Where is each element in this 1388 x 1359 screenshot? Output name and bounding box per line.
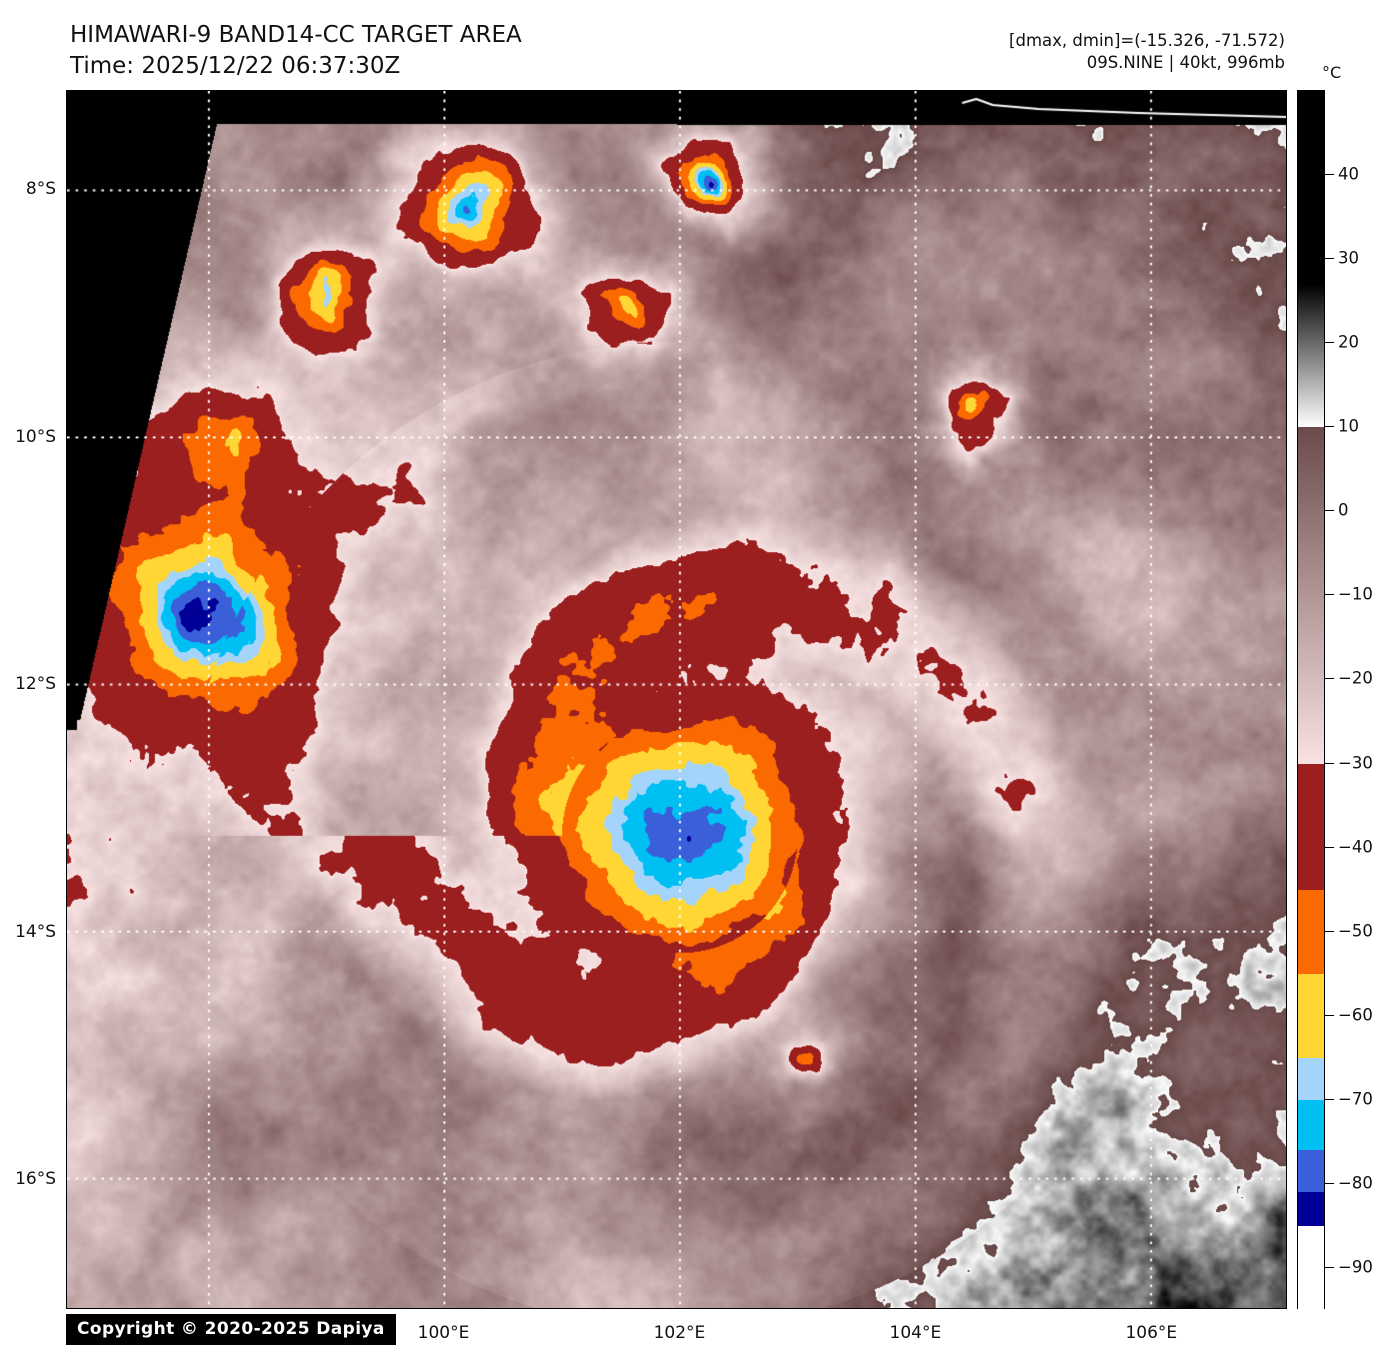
lat-tick-label: 12°S [15, 674, 56, 695]
colorbar-tick-label: −20 [1338, 668, 1373, 688]
colorbar-unit-label: °C [1322, 63, 1342, 82]
colorbar-segment-navy [1298, 1192, 1324, 1226]
colorbar-tick-label: −30 [1338, 753, 1373, 773]
colorbar-tick [1325, 594, 1334, 596]
satellite-map[interactable] [66, 90, 1287, 1309]
lon-tick-label: 100°E [417, 1323, 470, 1343]
colorbar-tick-label: −10 [1338, 584, 1373, 604]
colorbar-tick-label: 20 [1338, 332, 1359, 352]
colorbar-segment-light-blue [1298, 1057, 1324, 1100]
colorbar-tick [1325, 258, 1334, 260]
lat-tick-label: 14°S [15, 921, 56, 942]
colorbar-tick [1325, 930, 1334, 932]
colorbar-segment-black [1298, 91, 1324, 285]
colorbar-tick [1325, 678, 1334, 680]
infrared-brightness-temperature-raster [67, 91, 1286, 1308]
lat-tick-label: 8°S [25, 179, 56, 199]
colorbar-tick-label: −40 [1338, 837, 1373, 857]
colorbar-tick-label: −60 [1338, 1005, 1373, 1025]
colorbar-tick [1325, 762, 1334, 764]
colorbar-tick [1325, 174, 1334, 176]
colorbar-tick-label: 40 [1338, 164, 1359, 184]
colorbar-tick [1325, 1014, 1334, 1016]
lon-tick-label: 106°E [1125, 1323, 1178, 1343]
colorbar-segment-yellow [1298, 973, 1324, 1058]
colorbar-tick [1325, 426, 1334, 428]
colorbar-segment-orange [1298, 889, 1324, 974]
colorbar-segment-royal-blue [1298, 1150, 1324, 1193]
colorbar-tick-label: −70 [1338, 1089, 1373, 1109]
colorbar-tick [1325, 1266, 1334, 1268]
product-title: HIMAWARI-9 BAND14-CC TARGET AREA [70, 22, 522, 48]
observation-time: Time: 2025/12/22 06:37:30Z [70, 52, 401, 79]
colorbar-segment-mauve-ramp [1298, 427, 1324, 764]
dmax-dmin-readout: [dmax, dmin]=(-15.326, -71.572) [1009, 31, 1285, 50]
page-title: HIMAWARI-9 BAND14-CC TARGET AREA Time: 2… [70, 20, 522, 81]
colorbar-tick-label: 0 [1338, 500, 1349, 520]
colorbar-gradient [1297, 90, 1325, 1310]
copyright-watermark: Copyright © 2020-2025 Dapiya [66, 1314, 396, 1345]
metadata-block: [dmax, dmin]=(-15.326, -71.572) 09S.NINE… [1009, 30, 1285, 75]
colorbar-tick-label: 30 [1338, 248, 1359, 268]
colorbar-segment-white [1298, 1225, 1324, 1310]
lat-tick-label: 16°S [15, 1169, 56, 1190]
colorbar-segment-gray-ramp [1298, 284, 1324, 428]
colorbar-tick-label: −80 [1338, 1173, 1373, 1193]
lat-tick-label: 10°S [15, 426, 56, 447]
lon-tick-label: 104°E [889, 1323, 942, 1343]
colorbar-tick-label: −50 [1338, 921, 1373, 941]
colorbar-tick [1325, 342, 1334, 344]
colorbar-segment-dark-red [1298, 763, 1324, 890]
colorbar-tick [1325, 846, 1334, 848]
storm-identification: 09S.NINE | 40kt, 996mb [1086, 53, 1285, 73]
lon-tick-label: 102°E [653, 1323, 706, 1343]
colorbar-tick [1325, 1098, 1334, 1100]
colorbar-tick-label: −90 [1338, 1257, 1373, 1277]
colorbar-tick [1325, 510, 1334, 512]
colorbar-tick-label: 10 [1338, 416, 1359, 436]
colorbar-tick [1325, 1182, 1334, 1184]
temperature-colorbar[interactable]: 40 30 20 10 0 −10 −20 −30 −40 −50 −60 −70 −80 −90 [1297, 90, 1373, 1310]
colorbar-segment-cyan [1298, 1099, 1324, 1151]
